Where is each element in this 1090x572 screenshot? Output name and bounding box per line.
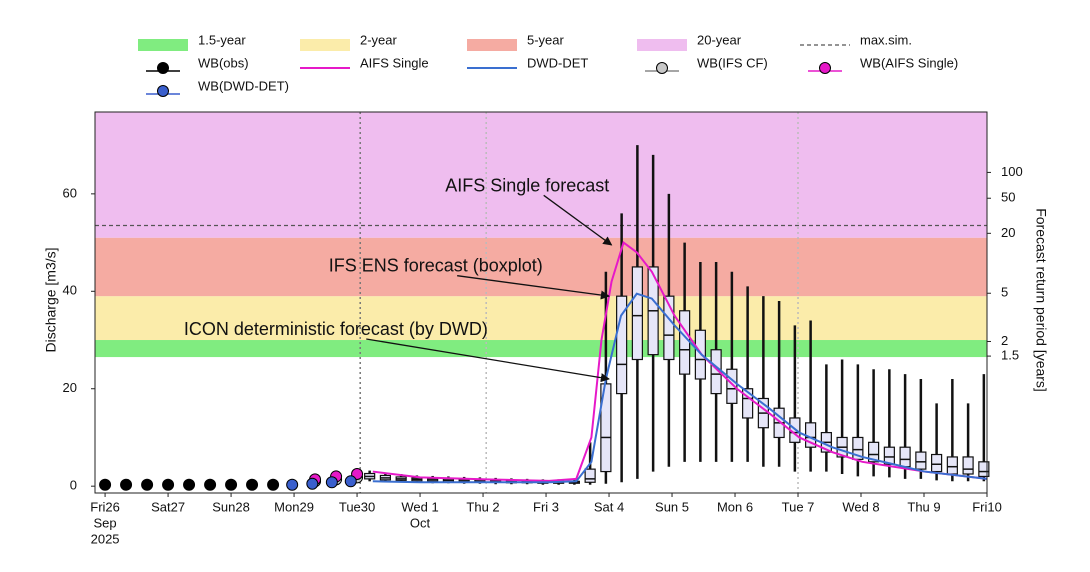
annotation: IFS ENS forecast (boxplot): [329, 256, 543, 276]
legend-label: AIFS Single: [360, 55, 429, 70]
x-tick-label: Tue 7: [782, 499, 815, 514]
series-point: [120, 478, 133, 491]
series-point: [225, 478, 238, 491]
y-tick-label: 0: [70, 478, 77, 493]
x-tick-label: Thu 9: [907, 499, 940, 514]
x-tick-label: Sat27: [151, 499, 185, 514]
legend-label: 20-year: [697, 32, 742, 47]
y2-tick-label: 100: [1001, 164, 1023, 179]
series-point: [286, 478, 299, 491]
return-period-band: [95, 112, 987, 238]
x-tick-label: Fri 3: [533, 499, 559, 514]
series-point: [99, 478, 112, 491]
legend-label: WB(obs): [198, 55, 249, 70]
box-body: [742, 388, 754, 419]
box-body: [679, 310, 691, 375]
legend-label: 2-year: [360, 32, 398, 47]
series-line: [372, 292, 988, 484]
series-point: [344, 475, 357, 488]
series-point: [162, 478, 175, 491]
x-sublabel: Sep: [94, 515, 117, 530]
annotation-arrow: [543, 194, 613, 246]
x-tick-label: Wed 1: [401, 499, 438, 514]
y-tick-label: 60: [63, 185, 77, 200]
x-sublabel: 2025: [91, 531, 120, 546]
annotation-arrow: [366, 338, 610, 383]
plot-frame: [94, 111, 988, 494]
box-body: [616, 295, 628, 395]
x-tick-label: Sun28: [212, 499, 250, 514]
legend-label: WB(IFS CF): [697, 55, 768, 70]
legend-label: 1.5-year: [198, 32, 246, 47]
box-body: [978, 461, 990, 478]
x-tick-label: Fri26: [90, 499, 120, 514]
x-tick-label: Thu 2: [466, 499, 499, 514]
box-body: [584, 468, 596, 483]
x-tick-label: Sun 5: [655, 499, 689, 514]
legend-patch: [467, 39, 517, 51]
legend-patch: [637, 39, 687, 51]
box-body: [946, 456, 958, 475]
y2-tick-label: 1.5: [1001, 348, 1019, 363]
series-point: [267, 478, 280, 491]
x-tick-label: Fri10: [972, 499, 1002, 514]
y2-tick-label: 2: [1001, 333, 1008, 348]
box-body: [915, 451, 927, 470]
y2-tick-label: 5: [1001, 285, 1008, 300]
box-body: [899, 446, 911, 468]
series-point: [325, 476, 338, 489]
legend-label: WB(DWD-DET): [198, 78, 289, 93]
y-tick-label: 40: [63, 283, 77, 298]
series-point: [246, 478, 259, 491]
series-point: [204, 478, 217, 491]
legend-marker: [656, 62, 668, 74]
annotation: ICON deterministic forecast (by DWD): [184, 319, 488, 339]
series-line: [372, 240, 988, 482]
box-body: [931, 453, 943, 473]
x-tick-label: Mon 6: [717, 499, 753, 514]
return-period-band: [95, 296, 987, 341]
series-point: [183, 478, 196, 491]
x-sublabel: Oct: [410, 515, 431, 530]
y-axis-label: Discharge [m3/s]: [43, 247, 59, 352]
return-period-band: [95, 340, 987, 358]
y2-axis-label: Forecast return period [years]: [1033, 208, 1049, 392]
legend-marker: [819, 62, 831, 74]
box-body: [726, 368, 738, 404]
box-body: [663, 295, 675, 361]
legend-label: max.sim.: [860, 32, 912, 47]
x-tick-label: Mon29: [274, 499, 314, 514]
box-body: [962, 456, 974, 475]
box-body: [868, 441, 880, 463]
series-point: [306, 477, 319, 490]
legend-marker: [157, 85, 169, 97]
x-tick-label: Sat 4: [594, 499, 624, 514]
legend-label: WB(AIFS Single): [860, 55, 958, 70]
y2-tick-label: 20: [1001, 225, 1015, 240]
annotation: AIFS Single forecast: [445, 175, 609, 195]
legend-marker: [157, 62, 169, 74]
y-tick-label: 20: [63, 380, 77, 395]
annotation-arrow: [457, 275, 610, 300]
legend-label: DWD-DET: [527, 55, 588, 70]
x-tick-label: Tue30: [339, 499, 375, 514]
legend-label: 5-year: [527, 32, 565, 47]
x-tick-label: Wed 8: [842, 499, 879, 514]
series-point: [141, 478, 154, 491]
legend-patch: [138, 39, 188, 51]
box-body: [631, 266, 643, 361]
legend-patch: [300, 39, 350, 51]
y2-tick-label: 50: [1001, 190, 1015, 205]
